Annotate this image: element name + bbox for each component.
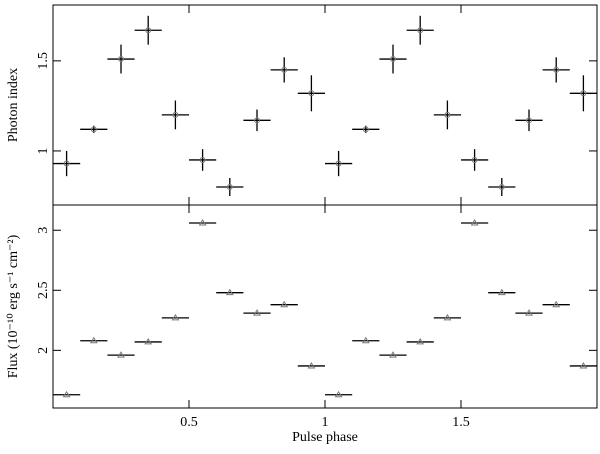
marker bbox=[198, 219, 207, 226]
marker bbox=[253, 309, 261, 316]
marker bbox=[145, 27, 152, 34]
x-tick-label: 1 bbox=[322, 415, 329, 430]
marker bbox=[281, 66, 288, 73]
marker bbox=[471, 156, 478, 163]
marker bbox=[444, 111, 451, 118]
marker bbox=[144, 337, 153, 345]
y-axis-label: Photon index bbox=[6, 68, 21, 142]
marker bbox=[89, 336, 98, 344]
marker bbox=[417, 27, 424, 34]
marker bbox=[470, 219, 479, 226]
x-axis-label: Pulse phase bbox=[292, 430, 358, 445]
marker bbox=[579, 361, 588, 369]
marker bbox=[280, 300, 289, 308]
y-tick-label: 1.5 bbox=[36, 52, 51, 69]
marker bbox=[172, 111, 179, 118]
marker bbox=[171, 313, 180, 321]
marker bbox=[526, 117, 532, 124]
marker bbox=[308, 90, 315, 97]
plot-frame bbox=[52, 204, 598, 409]
marker bbox=[525, 309, 533, 316]
marker bbox=[226, 183, 233, 190]
marker bbox=[90, 126, 97, 133]
marker bbox=[362, 126, 369, 133]
y-axis-label: Flux (10⁻¹⁰ erg s⁻¹ cm⁻²) bbox=[6, 234, 21, 378]
marker bbox=[553, 66, 560, 73]
marker bbox=[390, 56, 396, 63]
x-tick-label: 0.5 bbox=[180, 415, 198, 430]
marker bbox=[389, 351, 397, 358]
marker bbox=[580, 90, 587, 97]
marker bbox=[254, 117, 260, 124]
y-tick-label: 1 bbox=[36, 147, 51, 154]
marker bbox=[62, 390, 71, 398]
marker bbox=[63, 160, 70, 167]
marker bbox=[498, 183, 505, 190]
x-tick-label: 1.5 bbox=[452, 415, 470, 430]
y-tick-label: 2.5 bbox=[36, 282, 51, 300]
marker bbox=[335, 160, 342, 167]
marker bbox=[497, 288, 506, 296]
marker bbox=[307, 361, 316, 369]
marker bbox=[334, 390, 343, 398]
marker bbox=[552, 300, 561, 308]
marker bbox=[361, 336, 370, 344]
marker bbox=[225, 288, 234, 296]
plot-frame bbox=[52, 4, 598, 206]
marker bbox=[443, 313, 452, 321]
marker bbox=[117, 351, 125, 358]
y-tick-label: 2 bbox=[36, 347, 51, 354]
marker bbox=[118, 56, 124, 63]
y-tick-label: 3 bbox=[36, 227, 51, 234]
marker bbox=[199, 156, 206, 163]
marker bbox=[416, 337, 425, 345]
